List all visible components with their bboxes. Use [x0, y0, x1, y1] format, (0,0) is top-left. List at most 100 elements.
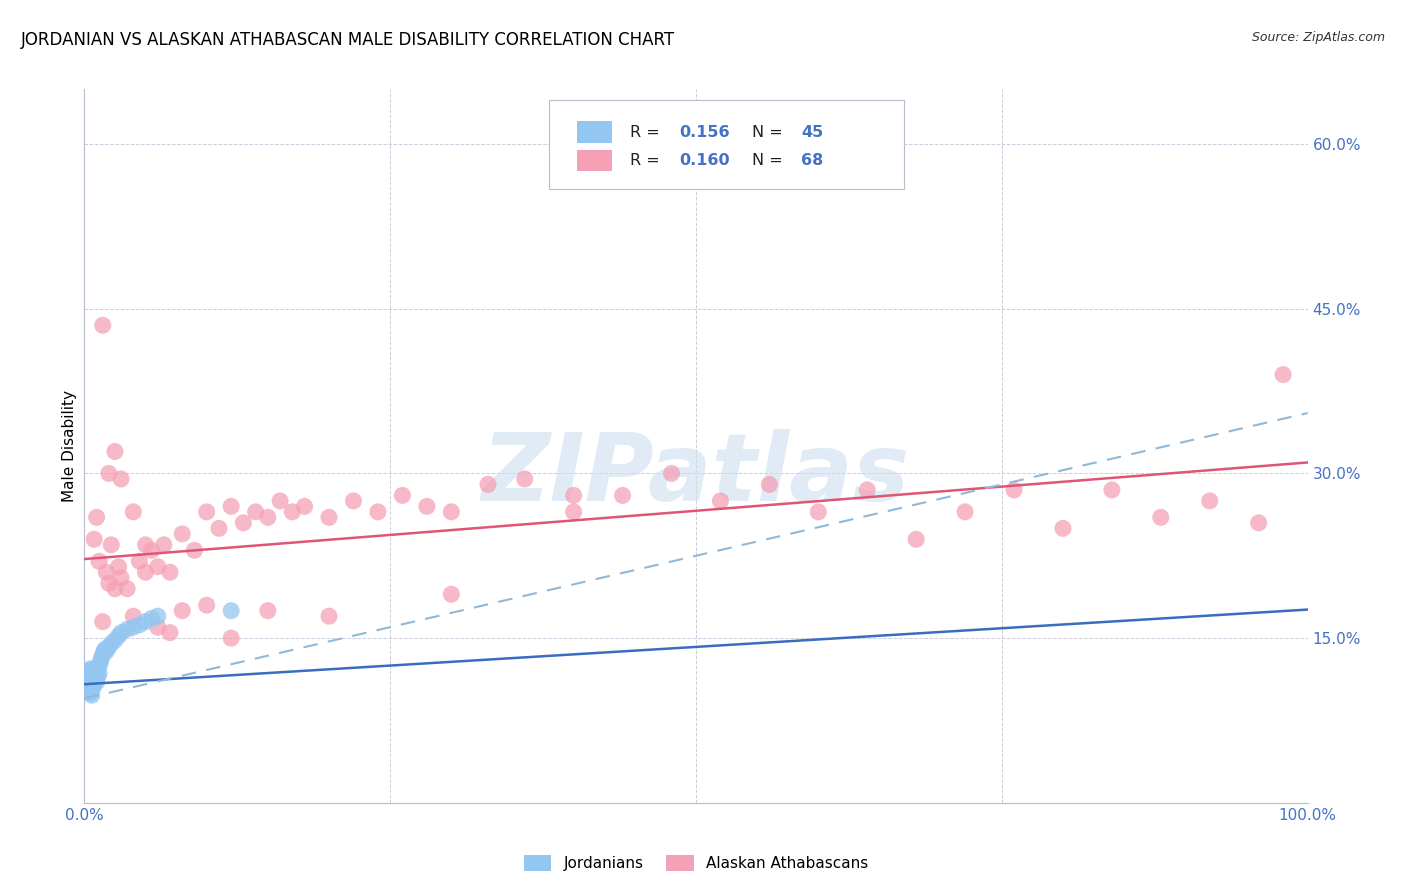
Point — [172, 604, 194, 618]
Point — [391, 488, 413, 502]
Text: ZIPatlas: ZIPatlas — [482, 428, 910, 521]
Bar — [578, 150, 612, 171]
Point — [97, 640, 120, 654]
Point — [135, 566, 157, 580]
Point — [281, 505, 304, 519]
Point — [146, 609, 169, 624]
Point — [195, 598, 218, 612]
Point — [96, 566, 118, 580]
Point — [77, 673, 100, 687]
Point — [153, 538, 176, 552]
Point — [84, 662, 107, 676]
Point — [440, 587, 463, 601]
Text: R =: R = — [630, 125, 665, 139]
Point — [110, 472, 132, 486]
Point — [115, 582, 138, 596]
Point — [128, 618, 150, 632]
Point — [87, 554, 110, 568]
Point — [122, 620, 145, 634]
Point — [257, 510, 280, 524]
Point — [416, 500, 439, 514]
Point — [219, 604, 242, 618]
Point — [318, 609, 340, 624]
Point — [79, 662, 101, 676]
Point — [77, 664, 100, 678]
Point — [661, 467, 683, 481]
Point — [1198, 494, 1220, 508]
Point — [122, 609, 145, 624]
Point — [1101, 483, 1123, 497]
Point — [84, 669, 107, 683]
Point — [77, 666, 100, 681]
Point — [146, 620, 169, 634]
Point — [1150, 510, 1173, 524]
Point — [128, 554, 150, 568]
Point — [86, 510, 108, 524]
Point — [82, 681, 104, 695]
Text: N =: N = — [752, 153, 789, 168]
Point — [1002, 483, 1025, 497]
Text: 0.160: 0.160 — [679, 153, 730, 168]
Point — [97, 576, 120, 591]
Point — [87, 658, 110, 673]
Bar — [578, 121, 612, 143]
Point — [562, 505, 585, 519]
Point — [1247, 516, 1270, 530]
Point — [807, 505, 830, 519]
Point — [122, 505, 145, 519]
Point — [91, 648, 114, 662]
Point — [208, 521, 231, 535]
Point — [477, 477, 499, 491]
Point — [80, 673, 103, 687]
Point — [159, 625, 181, 640]
Point — [440, 505, 463, 519]
Point — [183, 543, 205, 558]
Point — [612, 488, 634, 502]
Point — [115, 623, 138, 637]
Point — [87, 669, 110, 683]
Point — [77, 669, 100, 683]
Point — [83, 533, 105, 547]
Point — [367, 505, 389, 519]
Point — [146, 559, 169, 574]
Text: 0.156: 0.156 — [679, 125, 730, 139]
Point — [100, 538, 122, 552]
Point — [110, 571, 132, 585]
Point — [110, 625, 132, 640]
Point — [79, 686, 101, 700]
Point — [82, 675, 104, 690]
Point — [91, 615, 114, 629]
Text: 68: 68 — [801, 153, 824, 168]
Point — [90, 651, 112, 665]
Point — [77, 669, 100, 683]
Point — [141, 543, 163, 558]
Point — [294, 500, 316, 514]
Point — [562, 488, 585, 502]
Point — [1272, 368, 1295, 382]
Point — [100, 637, 122, 651]
Point — [79, 666, 101, 681]
Point — [80, 677, 103, 691]
Point — [107, 559, 129, 574]
Point — [232, 516, 254, 530]
Point — [172, 526, 194, 541]
Point — [141, 611, 163, 625]
Point — [86, 666, 108, 681]
Text: R =: R = — [630, 153, 665, 168]
Point — [513, 472, 536, 486]
Point — [83, 677, 105, 691]
Legend: Jordanians, Alaskan Athabascans: Jordanians, Alaskan Athabascans — [517, 849, 875, 877]
Point — [104, 633, 127, 648]
Point — [856, 483, 879, 497]
Point — [83, 664, 105, 678]
FancyBboxPatch shape — [550, 100, 904, 189]
Text: N =: N = — [752, 125, 789, 139]
Point — [97, 467, 120, 481]
Point — [93, 644, 115, 658]
Point — [77, 677, 100, 691]
Point — [104, 444, 127, 458]
Text: 45: 45 — [801, 125, 824, 139]
Y-axis label: Male Disability: Male Disability — [62, 390, 77, 502]
Point — [80, 688, 103, 702]
Point — [135, 538, 157, 552]
